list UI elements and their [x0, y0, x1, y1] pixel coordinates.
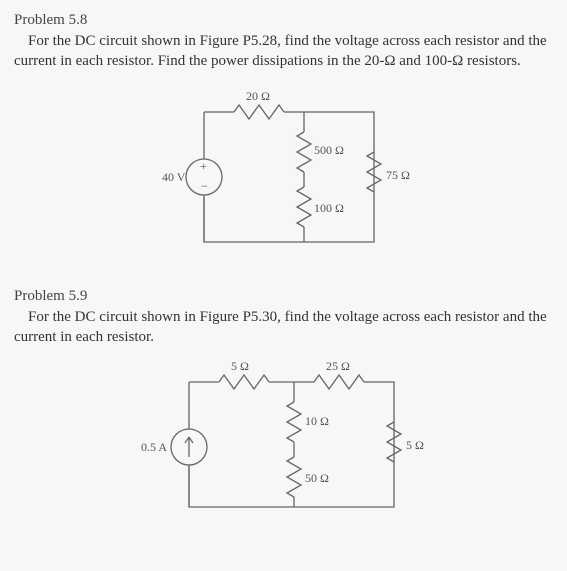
- problem-5-9-text: For the DC circuit shown in Figure P5.30…: [14, 307, 553, 348]
- problem-5-8-text: For the DC circuit shown in Figure P5.28…: [14, 31, 553, 72]
- i-05a-label: 0.5 A: [141, 440, 167, 454]
- r-10-label: 10 Ω: [305, 414, 329, 428]
- svg-text:−: −: [201, 179, 208, 193]
- r-75-label: 75 Ω: [386, 168, 410, 182]
- r-20-label: 20 Ω: [246, 89, 270, 103]
- r-50-label: 50 Ω: [305, 471, 329, 485]
- r-5l-label: 5 Ω: [231, 359, 249, 373]
- problem-5-8-title: Problem 5.8: [14, 12, 553, 29]
- r-5r-label: 5 Ω: [406, 438, 424, 452]
- problem-5-9-title: Problem 5.9: [14, 288, 553, 305]
- r-500-label: 500 Ω: [314, 143, 344, 157]
- r-25-label: 25 Ω: [326, 359, 350, 373]
- svg-text:+: +: [200, 159, 207, 173]
- v-40-label: 40 V: [162, 170, 186, 184]
- circuit-5-9: 5 Ω 25 Ω 10 Ω 50 Ω 5 Ω 0.5 A: [14, 357, 553, 537]
- r-100-label: 100 Ω: [314, 201, 344, 215]
- circuit-5-8: + − 20 Ω 500 Ω 100 Ω 75 Ω 40 V: [14, 82, 553, 272]
